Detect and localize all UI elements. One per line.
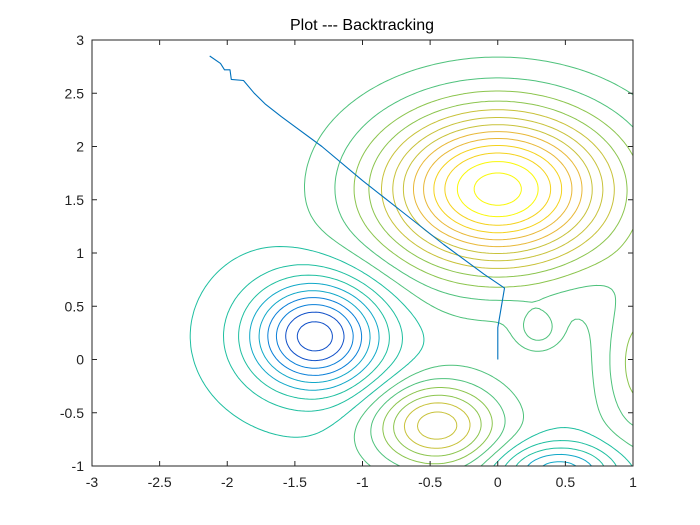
y-tick-label: 0.5 bbox=[65, 298, 85, 314]
x-tick-label: 1 bbox=[629, 474, 637, 490]
contour-level-line bbox=[296, 321, 333, 352]
x-tick-label: -1 bbox=[356, 474, 369, 490]
contour-level-line bbox=[392, 117, 604, 440]
x-tick-label: -2.5 bbox=[148, 474, 172, 490]
x-tick-label: 0 bbox=[494, 474, 502, 490]
contour-level-line bbox=[423, 138, 573, 241]
y-tick-label: 2.5 bbox=[65, 85, 85, 101]
contour-level-line bbox=[267, 297, 363, 376]
contour-level-line bbox=[368, 100, 628, 457]
x-tick-label: -2 bbox=[221, 474, 234, 490]
contour-lines bbox=[189, 56, 633, 466]
contour-level-line bbox=[304, 56, 633, 466]
contour-level-line bbox=[456, 161, 539, 218]
y-tick-label: 0 bbox=[76, 352, 84, 368]
descent-path-line bbox=[209, 55, 506, 360]
chart-title: Plot --- Backtracking bbox=[290, 17, 434, 34]
contour-level-line bbox=[433, 145, 563, 234]
y-axis: -1 -0.5 0 0.5 1 1.5 2 2.5 3 bbox=[60, 32, 633, 474]
contour-level-line bbox=[353, 90, 633, 465]
y-tick-label: 2 bbox=[76, 139, 84, 155]
contour-level-line bbox=[189, 246, 633, 466]
x-tick-label: -0.5 bbox=[418, 474, 442, 490]
contour-level-line bbox=[402, 124, 593, 254]
y-tick-label: 1 bbox=[76, 245, 84, 261]
contour-level-line bbox=[444, 152, 552, 226]
y-tick-label: 3 bbox=[76, 32, 84, 48]
x-axis: -3 -2.5 -2 -1.5 -1 -0.5 0 0.5 1 bbox=[86, 40, 637, 490]
contour-level-line bbox=[473, 172, 522, 206]
contour-level-line bbox=[238, 274, 605, 466]
plot-area bbox=[92, 40, 633, 466]
contour-level-line bbox=[413, 131, 583, 248]
y-tick-label: 1.5 bbox=[65, 192, 85, 208]
x-tick-label: 0.5 bbox=[556, 474, 576, 490]
x-tick-label: -1.5 bbox=[283, 474, 307, 490]
y-tick-label: -1 bbox=[72, 458, 85, 474]
contour-level-line bbox=[334, 77, 633, 466]
descent-path-layer bbox=[209, 55, 506, 360]
contour-level-line bbox=[275, 304, 354, 369]
contour-level-line bbox=[223, 264, 617, 466]
x-tick-label: -3 bbox=[86, 474, 99, 490]
contour-level-line bbox=[381, 109, 615, 449]
contour-level-line bbox=[285, 311, 345, 362]
y-tick-label: -0.5 bbox=[60, 405, 84, 421]
